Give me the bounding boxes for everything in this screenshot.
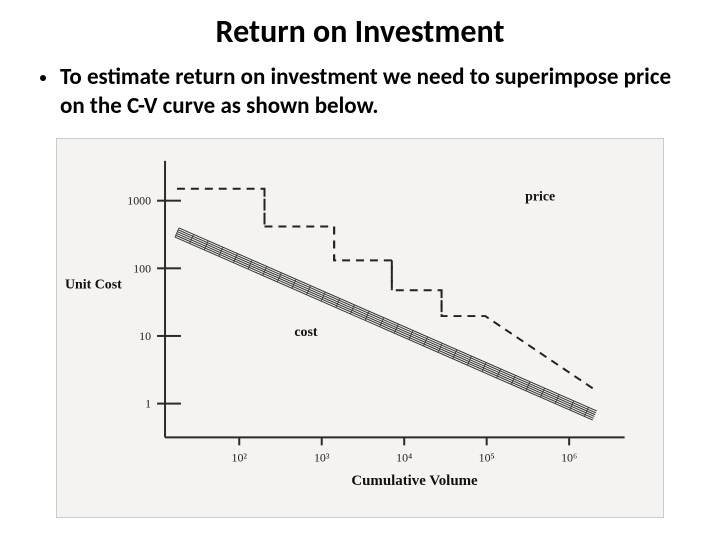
svg-text:100: 100 [133, 261, 151, 275]
cost-series-label: cost [294, 325, 318, 340]
page-title: Return on Investment [0, 0, 720, 51]
svg-text:1000: 1000 [127, 194, 151, 208]
svg-text:10: 10 [139, 329, 151, 343]
svg-text:10³: 10³ [314, 450, 330, 464]
svg-text:10⁵: 10⁵ [479, 450, 495, 464]
bullet-text: To estimate return on investment we need… [60, 63, 680, 121]
bullet-item: To estimate return on investment we need… [0, 51, 720, 121]
cv-chart: 1 10 100 1000 10² 10³ 10⁴ 10⁵ 10⁶ Unit Cost Cum… [56, 138, 664, 518]
svg-text:10⁴: 10⁴ [396, 450, 412, 464]
bullet-dot-icon [40, 75, 46, 81]
x-axis-label: Cumulative Volume [351, 473, 478, 489]
svg-text:10⁶: 10⁶ [561, 450, 577, 464]
chart-svg: 1 10 100 1000 10² 10³ 10⁴ 10⁵ 10⁶ Unit Cost Cum… [57, 139, 663, 517]
svg-text:10²: 10² [232, 450, 248, 464]
svg-text:1: 1 [145, 397, 151, 411]
y-axis-label: Unit Cost [65, 278, 122, 293]
price-series-label: price [525, 190, 555, 205]
